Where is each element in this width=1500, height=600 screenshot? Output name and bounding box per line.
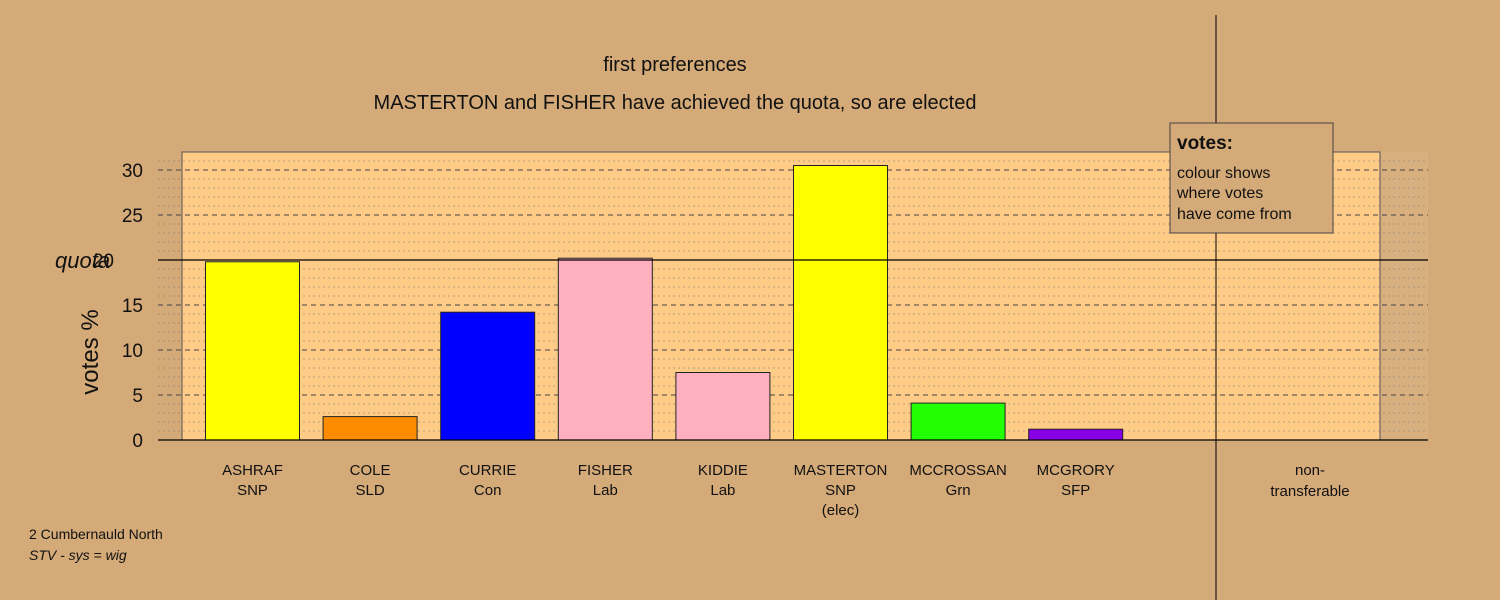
bar-currie: [440, 311, 536, 441]
candidate-label: SFP: [1061, 482, 1090, 499]
candidate-label: (elec): [822, 502, 860, 519]
bar-mccrossan: [910, 402, 1006, 441]
candidate-label: Lab: [593, 482, 618, 499]
candidate-labels: ASHRAF SNP COLE SLD CURRIE Con FISHER Lab KIDDIE…: [222, 462, 1115, 519]
legend: votes: colour shows where votes have com…: [1169, 122, 1334, 234]
y-tick-label: 25: [122, 206, 143, 227]
bar-ashraf: [205, 261, 300, 441]
nontransferable-label-line2: transferable: [1270, 483, 1349, 500]
chart-subtitle: MASTERTON and FISHER have achieved the q…: [374, 92, 977, 114]
candidate-label: ASHRAF: [222, 462, 283, 479]
bar-fisher: [557, 257, 653, 441]
quota-label: quota: [55, 248, 110, 273]
ward-name: 2 Cumbernauld North: [29, 526, 163, 542]
legend-box: [1169, 122, 1334, 234]
legend-line-2: where votes: [1176, 185, 1263, 202]
y-tick-label: 20: [93, 251, 114, 272]
chart-title: first preferences: [603, 54, 746, 76]
candidate-label: KIDDIE: [698, 462, 748, 479]
legend-line-1: colour shows: [1177, 165, 1270, 182]
y-tick-labels: 0 5 10 15 20 25 30: [93, 161, 143, 452]
legend-line-3: have come from: [1177, 206, 1292, 223]
y-tick-label: 10: [122, 341, 143, 362]
bar-kiddie: [675, 372, 771, 441]
candidate-label: Con: [474, 482, 502, 499]
candidate-label: Lab: [710, 482, 735, 499]
y-tick-label: 15: [122, 296, 143, 317]
y-axis-label: votes %: [77, 309, 104, 394]
bars: [205, 165, 1124, 441]
candidate-label: MCCROSSAN: [909, 462, 1007, 479]
candidate-label: SLD: [356, 482, 385, 499]
candidate-label: MCGRORY: [1037, 462, 1115, 479]
bar-cole: [322, 416, 418, 441]
candidate-label: Grn: [946, 482, 971, 499]
legend-title: votes:: [1177, 133, 1233, 154]
candidate-label: COLE: [350, 462, 391, 479]
bar-mcgrory: [1028, 428, 1124, 441]
y-tick-label: 0: [132, 431, 143, 452]
candidate-label: MASTERTON: [794, 462, 888, 479]
bar-masterton: [793, 165, 888, 441]
y-tick-label: 5: [132, 386, 143, 407]
y-tick-label: 30: [122, 161, 143, 182]
candidate-label: FISHER: [578, 462, 633, 479]
nontransferable-label-line1: non-: [1295, 462, 1325, 479]
candidate-label: CURRIE: [459, 462, 517, 479]
candidate-label: SNP: [237, 482, 268, 499]
voting-system: STV - sys = wig: [29, 547, 127, 563]
candidate-label: SNP: [825, 482, 856, 499]
